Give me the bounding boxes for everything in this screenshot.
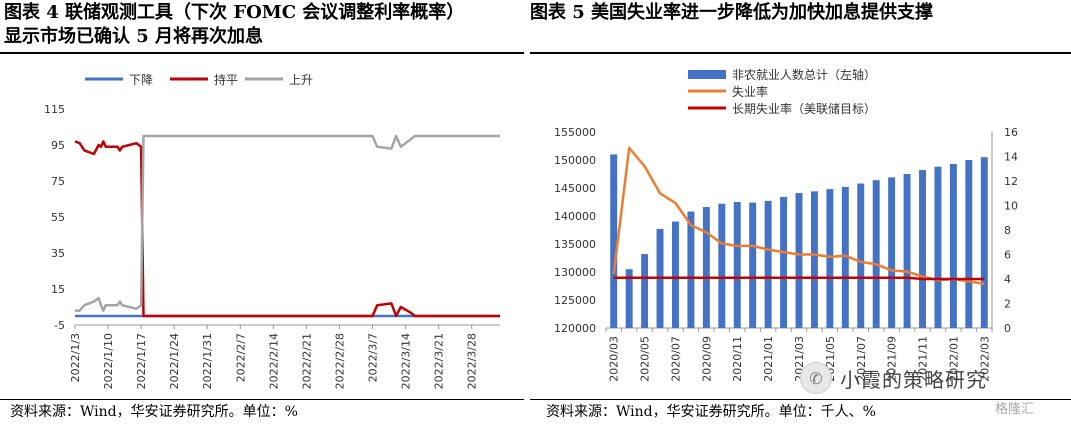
payroll-bar-24	[980, 157, 988, 328]
x-tick-label-2: 2020/07	[669, 336, 682, 382]
x-tick-label-1: 2022/1/10	[102, 333, 115, 389]
payroll-bar-18	[888, 177, 896, 328]
figure5-source: 资料来源：Wind，华安证券研究所。单位：千人、%	[546, 404, 876, 420]
longrun-line	[613, 276, 985, 281]
y-tick-label-3: 55	[51, 211, 65, 224]
y-tick-label-1: 15	[51, 283, 65, 296]
payroll-bar-9	[749, 202, 757, 328]
payroll-bar-2	[641, 254, 649, 328]
y-tick-label-6: 115	[44, 103, 65, 116]
unemployment-line	[612, 146, 985, 286]
series-line-1	[74, 140, 500, 318]
payroll-bar-14	[826, 189, 834, 328]
x-tick-label-10: 2022/3/14	[400, 333, 413, 389]
payroll-bar-17	[872, 180, 880, 328]
x-tick-label-0: 2020/03	[608, 336, 621, 382]
x-tick-label-3: 2022/1/24	[168, 333, 181, 389]
y-left-tick-label-5: 145000	[554, 182, 596, 195]
y-right-tick-label-6: 12	[1004, 175, 1018, 188]
y-left-tick-label-3: 135000	[554, 238, 596, 251]
figure4-source: 资料来源：Wind，华安证券研究所。单位：%	[10, 404, 298, 420]
y-tick-label-2: 35	[51, 247, 65, 260]
payroll-bar-10	[764, 200, 772, 328]
x-tick-label-9: 2021/09	[886, 336, 899, 382]
payroll-bar-16	[857, 183, 865, 328]
wechat-icon: ✆	[800, 362, 832, 394]
y-right-tick-label-2: 4	[1004, 273, 1011, 286]
payroll-bar-5	[687, 211, 695, 328]
figure4-bottom-rule	[0, 399, 524, 400]
figure5-title: 图表 5 美国失业率进一步降低为加快加息提供支撑	[530, 2, 934, 23]
payroll-bar-11	[780, 196, 788, 328]
x-tick-label-8: 2022/2/28	[333, 333, 346, 389]
x-tick-label-5: 2022/2/7	[234, 333, 247, 382]
payroll-bar-4	[672, 221, 679, 328]
y-right-tick-label-5: 10	[1004, 200, 1018, 213]
series-line-2	[75, 134, 500, 312]
payroll-bar-1	[625, 269, 633, 328]
figure4-chart: 下降 持平 上升 -5 15 35 55 75 95 115 2022/1/3 2022/1/10 20…	[44, 72, 500, 389]
figure5-top-rule	[530, 52, 1071, 54]
x-tick-label-10: 2021/11	[917, 336, 930, 382]
payroll-bar-0	[610, 154, 618, 328]
y-tick-label-0: -5	[54, 319, 65, 332]
y-right-tick-label-4: 8	[1004, 224, 1011, 237]
y-right-tick-label-8: 16	[1004, 126, 1018, 139]
legend-label-payroll: 非农就业人数总计（左轴）	[732, 67, 876, 82]
x-tick-label-6: 2022/2/14	[267, 333, 280, 389]
payroll-bar-19	[903, 174, 911, 328]
x-tick-label-7: 2022/2/21	[300, 333, 313, 389]
figure4-subtitle: 显示市场已确认 5 月将再次加息	[4, 26, 264, 47]
x-tick-label-8: 2021/07	[855, 336, 868, 382]
figure4-top-rule	[0, 52, 524, 54]
y-left-tick-label-2: 130000	[554, 266, 596, 279]
x-tick-label-3: 2020/09	[700, 336, 713, 382]
y-left-tick-label-6: 150000	[554, 154, 596, 167]
y-left-tick-label-1: 125000	[554, 294, 596, 307]
x-tick-label-4: 2022/1/31	[201, 333, 214, 389]
x-tick-label-2: 2022/1/17	[135, 333, 148, 389]
y-right-tick-label-1: 2	[1004, 298, 1011, 311]
x-tick-label-9: 2022/3/7	[367, 333, 380, 382]
x-tick-label-11: 2022/01	[947, 336, 960, 382]
x-tick-label-12: 2022/3/28	[466, 333, 479, 389]
x-tick-label-5: 2021/01	[762, 336, 775, 382]
payroll-bar-21	[934, 166, 942, 328]
x-tick-label-4: 2020/11	[731, 336, 744, 382]
x-tick-label-12: 2022/03	[978, 336, 991, 382]
figure4-title: 图表 4 联储观测工具（下次 FOMC 会议调整利率概率）	[4, 2, 465, 23]
payroll-bar-22	[949, 163, 957, 328]
y-left-tick-label-0: 120000	[554, 322, 596, 335]
payroll-bar-12	[795, 193, 803, 328]
watermark-text: 小霞的策略研究	[840, 367, 987, 392]
payroll-bar-7	[718, 203, 726, 328]
legend-label-2: 上升	[289, 73, 313, 87]
payroll-bar-8	[733, 202, 741, 328]
legend-swatch-payroll	[688, 70, 726, 79]
x-tick-label-1: 2020/05	[639, 336, 652, 382]
x-tick-label-0: 2022/1/3	[69, 333, 82, 382]
y-left-tick-label-7: 155000	[554, 126, 596, 139]
y-tick-label-4: 75	[51, 175, 65, 188]
y-left-tick-label-4: 140000	[554, 210, 596, 223]
payroll-bar-13	[810, 191, 818, 328]
payroll-bar-15	[841, 186, 849, 328]
legend-label-unemployment: 失业率	[732, 84, 768, 99]
payroll-bar-6	[702, 207, 710, 328]
watermark: ✆ 小霞的策略研究	[800, 358, 1050, 398]
y-right-tick-label-7: 14	[1004, 151, 1018, 164]
legend-label-longrun: 长期失业率（美联储目标）	[732, 101, 876, 116]
legend-label-1: 持平	[214, 72, 238, 87]
payroll-bar-20	[919, 170, 926, 328]
y-right-tick-label-3: 6	[1004, 249, 1011, 262]
y-tick-label-5: 95	[51, 139, 65, 152]
payroll-bar-23	[965, 160, 973, 328]
watermark-mark: 格隆汇	[995, 402, 1035, 417]
x-tick-label-11: 2022/3/21	[433, 333, 446, 389]
figure5-bottom-rule	[530, 399, 1071, 400]
y-right-tick-label-0: 0	[1004, 322, 1011, 335]
legend-label-0: 下降	[129, 73, 153, 87]
